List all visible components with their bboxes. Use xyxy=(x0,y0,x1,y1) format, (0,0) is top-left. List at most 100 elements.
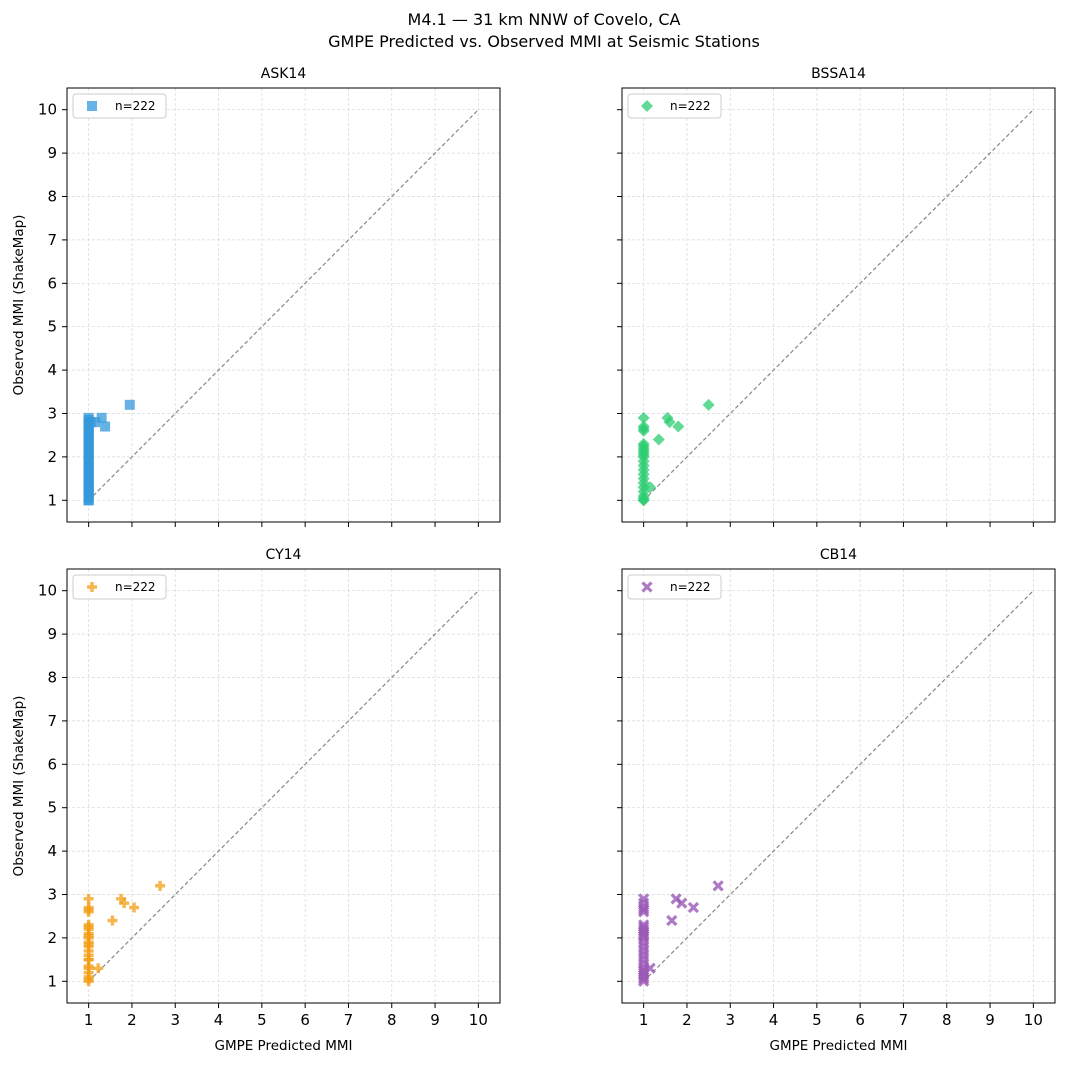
legend-marker xyxy=(641,100,653,112)
y-tick-label: 4 xyxy=(47,842,57,860)
panels-container: 1 2 3 4 5 6 7 8 9 10 ASK14 Observed MMI (ShakeMap) n… xyxy=(11,66,1056,1054)
y-axis-label: Observed MMI (ShakeMap) xyxy=(11,696,27,877)
y-tick-label: 7 xyxy=(47,712,57,730)
data-point xyxy=(637,437,650,450)
figure-title-line1: M4.1 — 31 km NNW of Covelo, CA xyxy=(408,10,681,29)
data-point xyxy=(712,880,724,892)
x-tick-label: 5 xyxy=(257,1011,267,1029)
data-point xyxy=(83,954,94,965)
x-tick-label: 1 xyxy=(639,1011,649,1029)
x-tick-label: 9 xyxy=(985,1011,995,1029)
points-group xyxy=(638,880,724,987)
x-tick-label: 4 xyxy=(214,1011,224,1029)
x-tick-label: 8 xyxy=(387,1011,397,1029)
legend-label: n=222 xyxy=(115,99,156,113)
chart-panel-cy14: 1 2 3 4 5 6 7 8 9 10 1 2 3 4 5 6 7 8 9 10 CY14 GMPE Predicted… xyxy=(11,547,501,1054)
panel-title: ASK14 xyxy=(261,66,307,82)
data-point xyxy=(93,963,104,974)
data-point xyxy=(666,914,678,927)
x-axis-label: GMPE Predicted MMI xyxy=(769,1038,907,1054)
data-point xyxy=(83,939,94,950)
y-tick-label: 10 xyxy=(38,101,57,119)
data-point xyxy=(652,433,665,446)
legend-label: n=222 xyxy=(115,580,156,594)
data-point xyxy=(107,915,118,926)
legend-box xyxy=(627,574,722,600)
y-tick-label: 4 xyxy=(47,361,57,379)
x-tick-label: 1 xyxy=(84,1011,94,1029)
y-tick-label: 7 xyxy=(47,231,57,249)
data-point xyxy=(83,919,94,930)
data-point xyxy=(672,420,685,433)
points-group xyxy=(637,398,715,507)
figure-title-line2: GMPE Predicted vs. Observed MMI at Seism… xyxy=(328,32,760,51)
y-tick-label: 1 xyxy=(47,491,57,509)
x-tick-label: 9 xyxy=(430,1011,440,1029)
data-point xyxy=(637,411,650,424)
x-tick-label: 2 xyxy=(682,1011,692,1029)
one-to-one-line xyxy=(643,109,1034,501)
y-tick-label: 6 xyxy=(47,274,57,292)
points-group xyxy=(83,399,135,506)
x-tick-label: 7 xyxy=(344,1011,354,1029)
legend-marker xyxy=(87,582,97,592)
one-to-one-line xyxy=(643,590,1034,982)
data-point xyxy=(644,962,656,974)
legend: n=222 xyxy=(72,93,167,119)
legend-box xyxy=(627,93,722,119)
y-tick-label: 5 xyxy=(47,799,57,817)
x-tick-label: 6 xyxy=(855,1011,865,1029)
data-point xyxy=(119,898,130,909)
data-point xyxy=(638,893,650,905)
y-tick-label: 1 xyxy=(47,972,57,990)
y-tick-label: 6 xyxy=(47,755,57,773)
x-tick-label: 7 xyxy=(899,1011,909,1029)
legend-label: n=222 xyxy=(670,99,711,113)
y-tick-label: 9 xyxy=(47,625,57,643)
data-point xyxy=(644,481,657,494)
chart-panel-ask14: 1 2 3 4 5 6 7 8 9 10 ASK14 Observed MMI (ShakeMap) n… xyxy=(11,66,501,527)
y-tick-label: 2 xyxy=(47,448,57,466)
one-to-one-line xyxy=(88,109,479,501)
legend-marker xyxy=(641,581,653,593)
one-to-one-line xyxy=(88,590,479,982)
legend: n=222 xyxy=(627,574,722,600)
data-point xyxy=(155,880,166,891)
data-point xyxy=(702,398,715,411)
chart-panel-cb14: 1 2 3 4 5 6 7 8 9 10 CB14 GMPE Predicted MMI n=222 xyxy=(617,547,1056,1054)
x-tick-label: 3 xyxy=(725,1011,735,1029)
legend-box xyxy=(72,93,167,119)
data-point xyxy=(129,902,140,913)
x-axis-label: GMPE Predicted MMI xyxy=(214,1038,352,1054)
y-tick-label: 10 xyxy=(38,582,57,600)
legend-marker xyxy=(87,101,97,111)
x-tick-label: 2 xyxy=(127,1011,137,1029)
axes-frame xyxy=(621,87,1056,523)
data-point xyxy=(83,893,94,904)
data-point xyxy=(90,417,101,428)
x-tick-label: 8 xyxy=(942,1011,952,1029)
data-point xyxy=(83,902,94,913)
legend: n=222 xyxy=(72,574,167,600)
y-tick-label: 3 xyxy=(47,886,57,904)
data-point xyxy=(96,412,107,423)
y-tick-label: 8 xyxy=(47,188,57,206)
panel-title: CB14 xyxy=(820,547,857,563)
panel-title: CY14 xyxy=(266,547,302,563)
axes-frame xyxy=(66,568,501,1004)
data-point xyxy=(124,399,135,410)
y-tick-label: 2 xyxy=(47,929,57,947)
data-point xyxy=(676,897,688,909)
panel-title: BSSA14 xyxy=(811,66,866,82)
data-point xyxy=(83,967,94,978)
y-tick-label: 9 xyxy=(47,144,57,162)
legend: n=222 xyxy=(627,93,722,119)
y-tick-label: 3 xyxy=(47,405,57,423)
data-point xyxy=(687,901,700,914)
data-point xyxy=(637,420,650,433)
chart-panel-bssa14: BSSA14 n=222 xyxy=(617,66,1056,527)
y-tick-label: 5 xyxy=(47,318,57,336)
data-point xyxy=(638,919,650,931)
axes-frame xyxy=(66,87,501,523)
